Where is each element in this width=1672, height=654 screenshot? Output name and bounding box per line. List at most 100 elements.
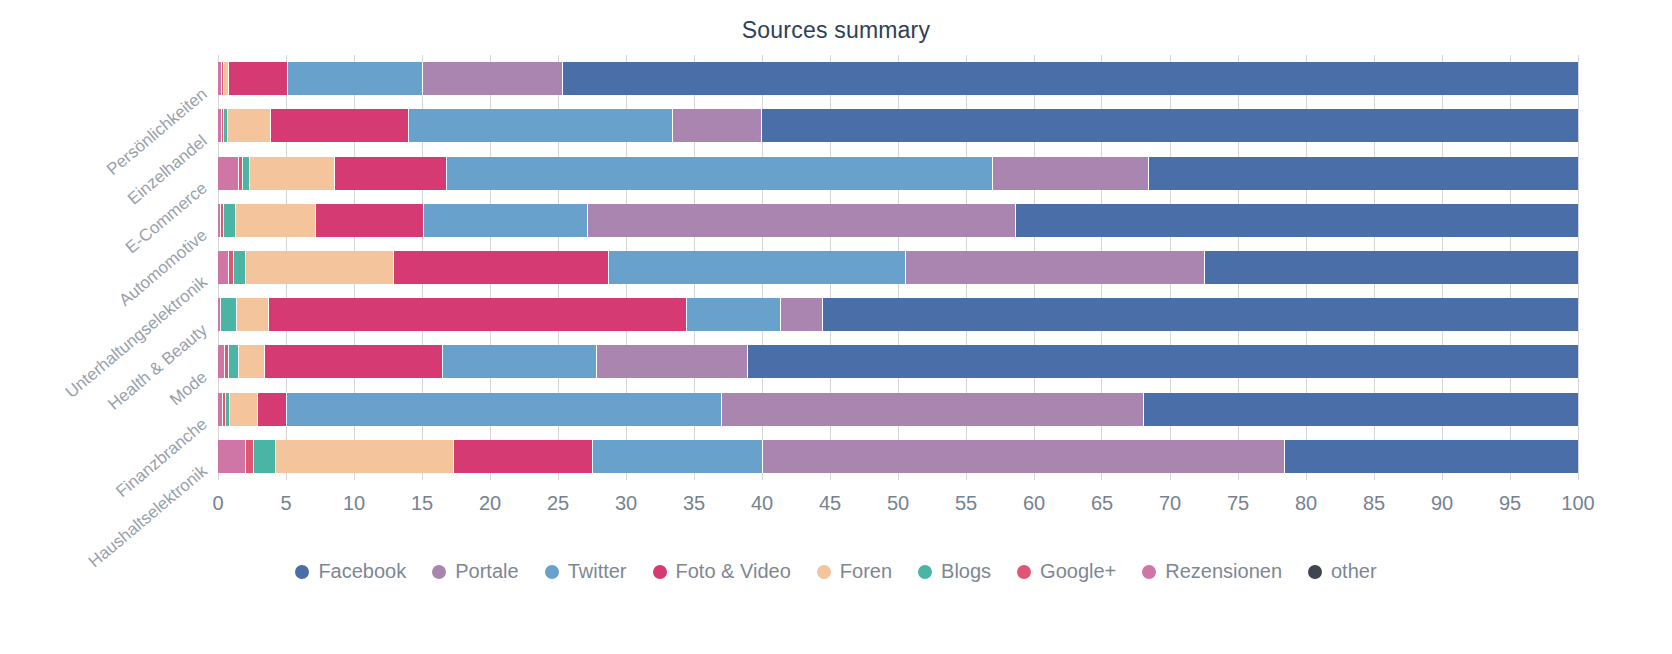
legend-label: other [1331,560,1377,583]
bar-segment-foto-video[interactable] [257,393,286,426]
bar-segment-rezensionen[interactable] [218,440,245,473]
legend-dot-icon [545,565,559,579]
bar-segment-twitter[interactable] [608,251,904,284]
legend-item-foto-video[interactable]: Foto & Video [653,560,791,583]
bar-segment-facebook[interactable] [822,298,1578,331]
legend-item-portale[interactable]: Portale [432,560,518,583]
x-tick-label-0: 0 [212,492,223,515]
legend-dot-icon [295,565,309,579]
legend-dot-icon [817,565,831,579]
bar-segment-rezensionen[interactable] [218,251,228,284]
x-tick-label-100: 100 [1561,492,1594,515]
legend-label: Portale [455,560,518,583]
bar-segment-blogs[interactable] [242,157,249,190]
stacked-bar [218,251,1578,284]
bar-segment-facebook[interactable] [761,109,1578,142]
bar-row-automomotive [218,204,1578,237]
legend-item-blogs[interactable]: Blogs [918,560,991,583]
legend-item-google[interactable]: Google+ [1017,560,1116,583]
x-tick-label-80: 80 [1295,492,1317,515]
bar-segment-foren[interactable] [235,204,315,237]
legend-dot-icon [1142,565,1156,579]
bar-segment-portale[interactable] [721,393,1143,426]
bar-segment-blogs[interactable] [220,298,236,331]
legend-label: Google+ [1040,560,1116,583]
legend-dot-icon [432,565,446,579]
bar-segment-facebook[interactable] [1284,440,1578,473]
legend-item-foren[interactable]: Foren [817,560,892,583]
bar-segment-blogs[interactable] [253,440,275,473]
legend-dot-icon [1017,565,1031,579]
stacked-bar [218,345,1578,378]
chart-canvas: Sources summary PersönlichkeitenEinzelha… [0,0,1672,654]
bar-segment-portale[interactable] [422,62,562,95]
bar-segment-blogs[interactable] [223,204,235,237]
bar-segment-foto-video[interactable] [453,440,592,473]
bar-segment-foren[interactable] [238,345,264,378]
stacked-bar [218,298,1578,331]
bar-segment-foren[interactable] [275,440,453,473]
bar-segment-portale[interactable] [762,440,1284,473]
bar-row-finanzbranche [218,393,1578,426]
bar-segment-foto-video[interactable] [268,298,686,331]
stacked-bar [218,157,1578,190]
x-tick-label-15: 15 [411,492,433,515]
legend-dot-icon [918,565,932,579]
bar-segment-foren[interactable] [229,393,258,426]
bar-segment-foren[interactable] [236,298,269,331]
legend-label: Twitter [568,560,627,583]
legend-dot-icon [1308,565,1322,579]
bar-segment-google[interactable] [245,440,253,473]
y-axis-label-health-beauty: Health & Beauty [104,320,211,414]
bar-segment-portale[interactable] [596,345,747,378]
x-tick-label-75: 75 [1227,492,1249,515]
legend-item-other[interactable]: other [1308,560,1377,583]
bar-segment-facebook[interactable] [1148,157,1578,190]
bar-segment-twitter[interactable] [286,393,721,426]
bar-segment-twitter[interactable] [287,62,422,95]
bar-segment-twitter[interactable] [423,204,586,237]
bar-segment-foto-video[interactable] [264,345,443,378]
bar-segment-portale[interactable] [992,157,1148,190]
bar-segment-foto-video[interactable] [393,251,608,284]
bar-segment-facebook[interactable] [1015,204,1578,237]
legend-item-facebook[interactable]: Facebook [295,560,406,583]
stacked-bar [218,204,1578,237]
bar-segment-blogs[interactable] [233,251,245,284]
bar-segment-foren[interactable] [249,157,333,190]
x-tick-label-55: 55 [955,492,977,515]
bar-segment-foren[interactable] [227,109,270,142]
bar-segment-twitter[interactable] [592,440,762,473]
bar-segment-facebook[interactable] [562,62,1578,95]
x-tick-label-10: 10 [343,492,365,515]
x-tick-label-85: 85 [1363,492,1385,515]
x-tick-label-70: 70 [1159,492,1181,515]
bar-segment-portale[interactable] [905,251,1204,284]
bar-segment-twitter[interactable] [446,157,991,190]
bar-segment-twitter[interactable] [442,345,596,378]
legend-item-twitter[interactable]: Twitter [545,560,627,583]
bar-segment-foren[interactable] [245,251,393,284]
bar-segment-foto-video[interactable] [270,109,409,142]
bar-row-e-commerce [218,157,1578,190]
bar-segment-portale[interactable] [672,109,760,142]
bar-segment-facebook[interactable] [747,345,1578,378]
bar-segment-portale[interactable] [780,298,822,331]
bar-segment-twitter[interactable] [408,109,672,142]
bar-segment-foto-video[interactable] [228,62,287,95]
bar-segment-foto-video[interactable] [334,157,447,190]
bar-segment-rezensionen[interactable] [218,157,238,190]
legend-item-rezensionen[interactable]: Rezensionen [1142,560,1282,583]
x-tick-label-60: 60 [1023,492,1045,515]
bar-segment-twitter[interactable] [686,298,780,331]
bar-segment-facebook[interactable] [1143,393,1578,426]
bar-segment-facebook[interactable] [1204,251,1578,284]
x-tick-label-25: 25 [547,492,569,515]
bar-segment-blogs[interactable] [228,345,238,378]
bar-segment-portale[interactable] [587,204,1015,237]
x-tick-label-40: 40 [751,492,773,515]
x-tick-label-30: 30 [615,492,637,515]
bar-row-unterhaltungselektronik [218,251,1578,284]
bar-segment-foto-video[interactable] [315,204,424,237]
x-tick-label-95: 95 [1499,492,1521,515]
